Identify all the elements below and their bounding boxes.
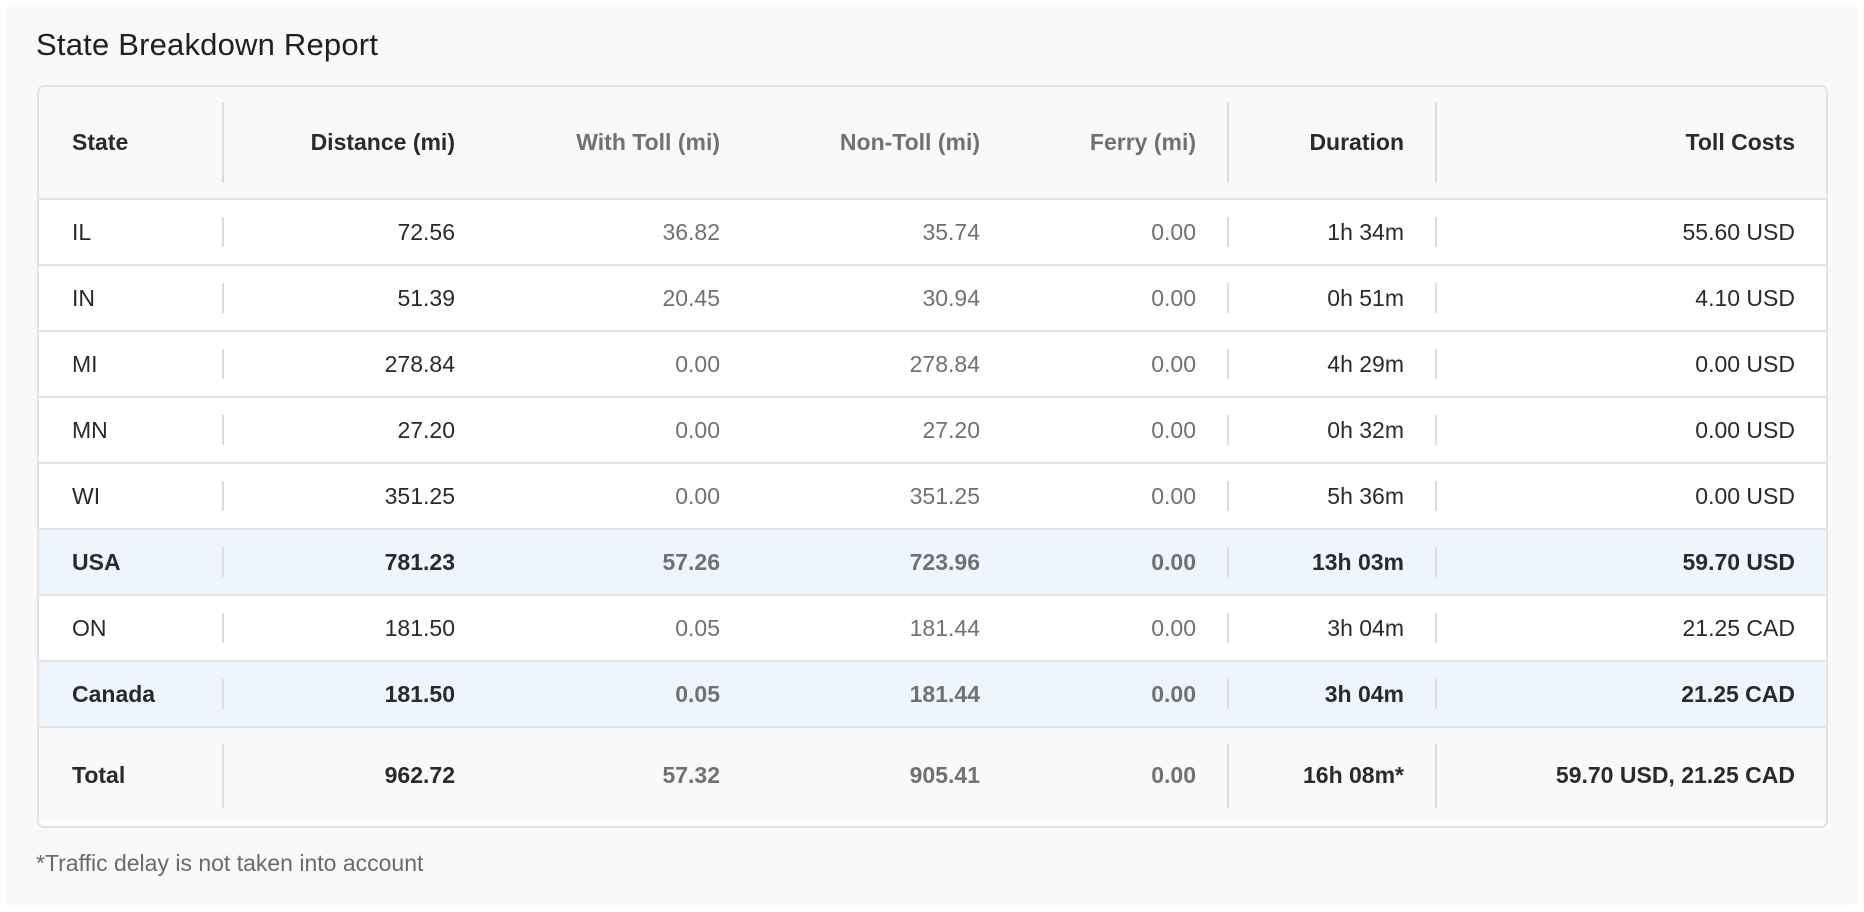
cell-non-toll: 351.25	[909, 482, 980, 509]
cell-non-toll: 27.20	[922, 416, 980, 443]
cell-distance: 351.25	[384, 482, 455, 509]
cell-with-toll: 57.26	[662, 548, 720, 575]
cell-distance: 51.39	[397, 284, 455, 311]
header-non-toll: Non-Toll (mi)	[753, 87, 1013, 200]
cell-duration: 0h 32m	[1229, 397, 1437, 463]
cell-with-toll: 36.82	[662, 218, 720, 245]
cell-toll-costs: 4.10 USD	[1695, 284, 1795, 311]
subtotal-row-canada: Canada 181.50 0.05 181.44 0.00 3h 04m 21…	[39, 661, 1826, 727]
table-row-on: ON 181.50 0.05 181.44 0.00 3h 04m 21.25 …	[39, 595, 1826, 661]
cell-duration: 13h 03m	[1229, 529, 1437, 595]
cell-ferry: 0.00	[1013, 265, 1229, 331]
cell-ferry: 0.00	[1013, 199, 1229, 265]
cell-non-toll: 723.96	[909, 548, 980, 575]
cell-duration: 0h 51m	[1229, 265, 1437, 331]
cell-with-toll: 0.05	[675, 614, 720, 641]
cell-state: WI	[39, 463, 224, 529]
header-distance: Distance (mi)	[224, 87, 488, 200]
cell-ferry: 0.00	[1013, 595, 1229, 661]
subtotal-row-usa: USA 781.23 57.26 723.96 0.00 13h 03m 59.…	[39, 529, 1826, 595]
cell-toll-costs: 0.00 USD	[1695, 482, 1795, 509]
cell-toll-costs: 0.00 USD	[1695, 416, 1795, 443]
cell-with-toll: 0.00	[675, 482, 720, 509]
total-toll-costs: 59.70 USD, 21.25 CAD	[1555, 762, 1795, 788]
cell-distance: 781.23	[384, 548, 455, 575]
cell-distance: 72.56	[397, 218, 455, 245]
total-label: Total	[39, 727, 224, 823]
table-header-row: State Distance (mi) With Toll (mi) Non-T…	[39, 87, 1826, 200]
cell-duration: 4h 29m	[1229, 331, 1437, 397]
report-panel: State Breakdown Report State Distance (m…	[5, 5, 1858, 905]
cell-duration: 3h 04m	[1229, 595, 1437, 661]
cell-ferry: 0.00	[1013, 661, 1229, 727]
total-row: Total 962.72 57.32 905.41 0.00 16h 08m* …	[39, 727, 1826, 823]
total-ferry: 0.00	[1013, 727, 1229, 823]
cell-toll-costs: 21.25 CAD	[1681, 680, 1795, 707]
cell-ferry: 0.00	[1013, 463, 1229, 529]
total-non-toll: 905.41	[909, 762, 980, 788]
cell-distance: 181.50	[384, 614, 455, 641]
header-toll-costs: Toll Costs	[1437, 87, 1826, 200]
cell-distance: 278.84	[384, 350, 455, 377]
cell-ferry: 0.00	[1013, 397, 1229, 463]
cell-toll-costs: 59.70 USD	[1682, 548, 1795, 575]
cell-state: USA	[39, 529, 224, 595]
total-distance: 962.72	[384, 762, 455, 788]
cell-non-toll: 35.74	[922, 218, 980, 245]
table-row-wi: WI 351.25 0.00 351.25 0.00 5h 36m 0.00 U…	[39, 463, 1826, 529]
cell-duration: 3h 04m	[1229, 661, 1437, 727]
cell-toll-costs: 55.60 USD	[1682, 218, 1795, 245]
cell-non-toll: 30.94	[922, 284, 980, 311]
header-with-toll: With Toll (mi)	[488, 87, 753, 200]
table-row-mn: MN 27.20 0.00 27.20 0.00 0h 32m 0.00 USD	[39, 397, 1826, 463]
cell-with-toll: 0.00	[675, 350, 720, 377]
cell-toll-costs: 21.25 CAD	[1682, 614, 1795, 641]
cell-state: MN	[39, 397, 224, 463]
cell-toll-costs: 0.00 USD	[1695, 350, 1795, 377]
table-row-il: IL 72.56 36.82 35.74 0.00 1h 34m 55.60 U…	[39, 199, 1826, 265]
cell-with-toll: 20.45	[662, 284, 720, 311]
cell-duration: 1h 34m	[1229, 199, 1437, 265]
cell-state: MI	[39, 331, 224, 397]
cell-with-toll: 0.05	[675, 680, 720, 707]
cell-state: ON	[39, 595, 224, 661]
cell-distance: 27.20	[397, 416, 455, 443]
cell-state: Canada	[39, 661, 224, 727]
header-duration: Duration	[1229, 87, 1437, 200]
total-duration: 16h 08m*	[1229, 727, 1437, 823]
cell-distance: 181.50	[384, 680, 455, 707]
cell-ferry: 0.00	[1013, 529, 1229, 595]
cell-non-toll: 181.44	[909, 614, 980, 641]
cell-duration: 5h 36m	[1229, 463, 1437, 529]
cell-non-toll: 278.84	[909, 350, 980, 377]
cell-state: IL	[39, 199, 224, 265]
header-state: State	[39, 87, 224, 200]
report-title: State Breakdown Report	[36, 27, 379, 62]
total-with-toll: 57.32	[662, 762, 720, 788]
cell-state: IN	[39, 265, 224, 331]
cell-non-toll: 181.44	[909, 680, 980, 707]
header-ferry: Ferry (mi)	[1013, 87, 1229, 200]
state-breakdown-table: State Distance (mi) With Toll (mi) Non-T…	[39, 87, 1826, 823]
traffic-footnote: *Traffic delay is not taken into account	[36, 850, 424, 876]
cell-with-toll: 0.00	[675, 416, 720, 443]
table-row-in: IN 51.39 20.45 30.94 0.00 0h 51m 4.10 US…	[39, 265, 1826, 331]
table-row-mi: MI 278.84 0.00 278.84 0.00 4h 29m 0.00 U…	[39, 331, 1826, 397]
cell-ferry: 0.00	[1013, 331, 1229, 397]
breakdown-table-container: State Distance (mi) With Toll (mi) Non-T…	[37, 85, 1828, 828]
